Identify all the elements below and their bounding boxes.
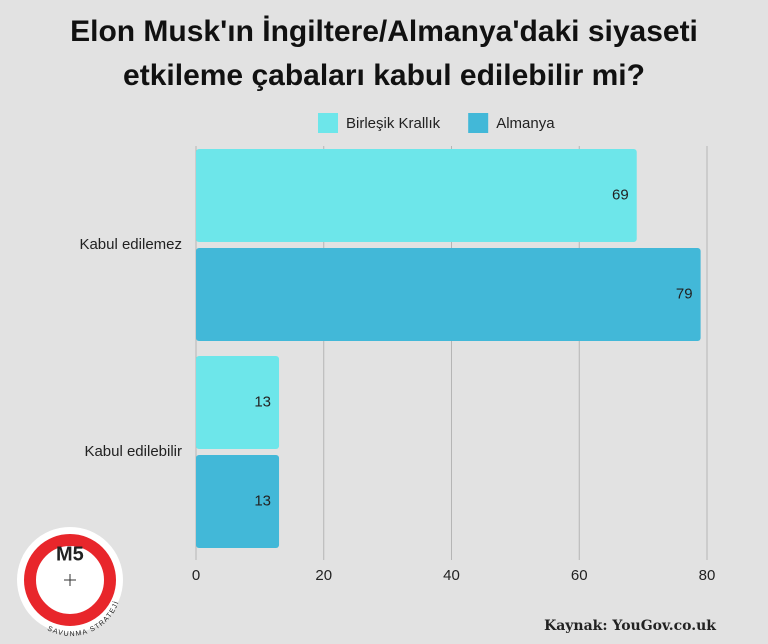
y-tick-label: Kabul edilebilir [84,443,182,460]
logo-title: M5 [56,543,84,565]
chart-title: Elon Musk'ın İngiltere/Almanya'daki siya… [70,15,698,92]
x-tick-label: 40 [443,567,460,584]
y-tick-label: Kabul edilemez [79,236,182,253]
value-label: 13 [254,492,271,509]
bar [196,455,280,548]
x-tick-label: 80 [699,567,716,584]
legend-swatch [318,113,338,133]
bar [196,356,280,449]
legend-swatch [468,113,489,133]
source: Kaynak: YouGov.co.uk [544,618,716,634]
legend-label: Almanya [496,115,555,132]
x-tick-label: 20 [315,567,332,584]
value-label: 79 [676,285,693,302]
x-tick-label: 60 [571,567,588,584]
logo-ring [24,534,116,626]
value-label: 13 [254,393,271,410]
bar [196,149,637,242]
bar [196,248,701,341]
legend-label: Birleşik Krallık [346,115,441,132]
value-label: 69 [612,186,629,203]
x-tick-label: 0 [192,567,200,584]
